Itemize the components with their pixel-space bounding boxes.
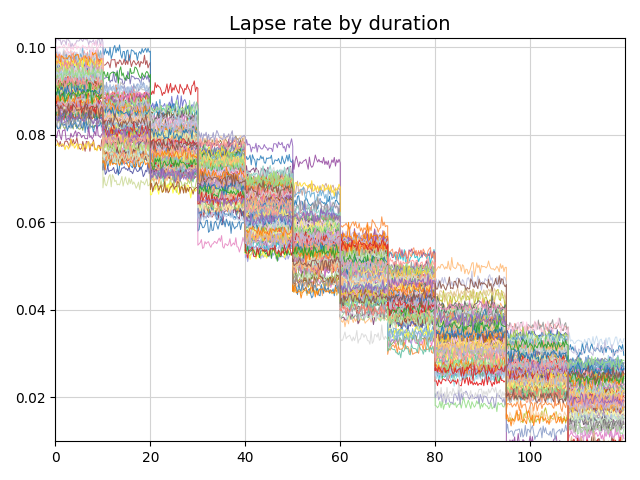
Title: Lapse rate by duration: Lapse rate by duration — [230, 15, 451, 34]
